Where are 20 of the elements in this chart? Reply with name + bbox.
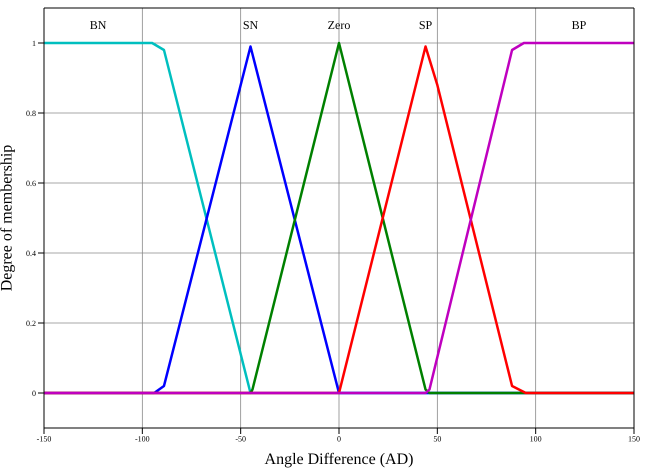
x-tick-label: 100 (530, 434, 542, 444)
x-tick-label: 150 (628, 434, 640, 444)
x-tick-label: 50 (433, 434, 442, 444)
series-label: BN (90, 18, 107, 32)
y-tick-label: 0.4 (26, 248, 36, 258)
x-axis-title: Angle Difference (AD) (264, 451, 414, 468)
series-label: SN (242, 18, 258, 32)
y-tick-label: 0 (32, 388, 36, 398)
y-tick-label: 0.6 (26, 178, 36, 188)
y-tick-label: 0.2 (26, 318, 36, 328)
x-tick-label: -150 (36, 434, 52, 444)
series-label: BP (572, 18, 587, 32)
y-tick-label: 0.8 (26, 108, 36, 118)
y-axis-title: Degree of membership (0, 144, 16, 292)
series-label: Zero (328, 18, 350, 32)
y-tick-label: 1 (32, 38, 36, 48)
x-tick-label: 0 (337, 434, 341, 444)
x-tick-label: -100 (134, 434, 150, 444)
series-label: SP (418, 18, 433, 32)
x-tick-label: -50 (235, 434, 246, 444)
